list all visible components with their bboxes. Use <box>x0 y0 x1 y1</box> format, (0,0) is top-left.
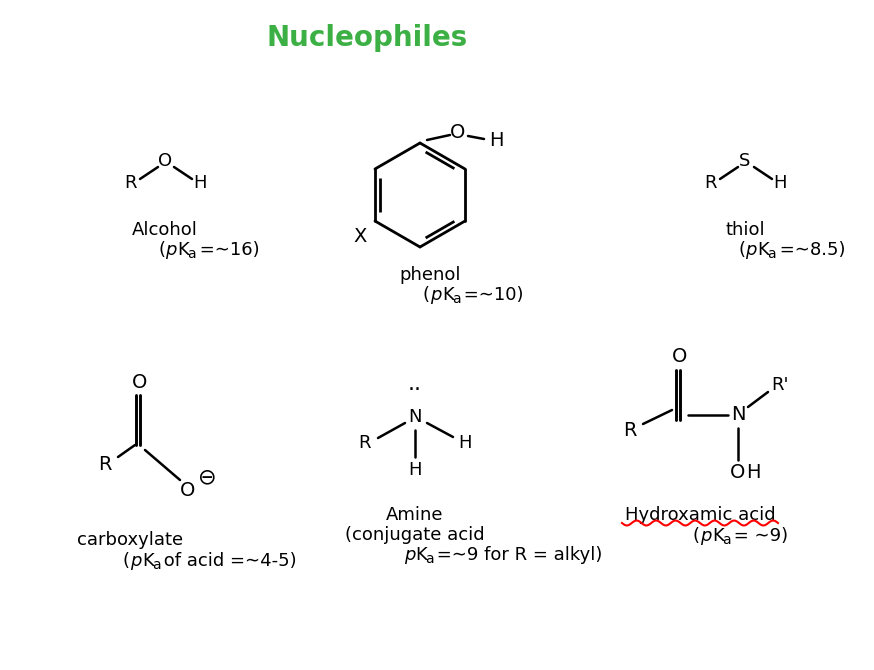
Text: =∼9 for R = alkyl): =∼9 for R = alkyl) <box>431 546 602 564</box>
Text: H: H <box>458 434 472 452</box>
Text: Hydroxamic acid: Hydroxamic acid <box>625 506 775 524</box>
Text: (: ( <box>123 552 130 570</box>
Text: (: ( <box>158 241 165 259</box>
Text: R: R <box>623 421 637 440</box>
Text: =∼8.5): =∼8.5) <box>774 241 845 259</box>
Text: p: p <box>745 241 756 259</box>
Text: K: K <box>757 241 769 259</box>
Text: (: ( <box>423 286 430 304</box>
Text: O: O <box>158 152 172 170</box>
Text: O: O <box>180 480 196 500</box>
Text: R': R' <box>771 376 788 394</box>
Text: a: a <box>452 292 461 306</box>
Text: p: p <box>700 527 711 545</box>
Text: K: K <box>142 552 154 570</box>
Text: H: H <box>489 131 503 151</box>
Text: N: N <box>408 408 422 426</box>
Text: of acid =∼4-5): of acid =∼4-5) <box>158 552 296 570</box>
Text: O: O <box>450 123 466 143</box>
Text: Amine: Amine <box>386 506 444 524</box>
Text: S: S <box>739 152 751 170</box>
Text: H: H <box>773 174 787 192</box>
Text: R: R <box>98 456 112 474</box>
Text: H: H <box>408 461 422 479</box>
Text: (: ( <box>738 241 745 259</box>
Text: (: ( <box>693 527 700 545</box>
Text: O: O <box>132 373 148 391</box>
Text: = ∼9): = ∼9) <box>728 527 788 545</box>
Text: carboxylate: carboxylate <box>77 531 183 549</box>
Text: O: O <box>731 464 746 482</box>
Text: p: p <box>130 552 142 570</box>
Text: K: K <box>712 527 724 545</box>
Text: R: R <box>124 174 136 192</box>
Text: K: K <box>415 546 427 564</box>
Text: N: N <box>731 405 746 425</box>
Text: O: O <box>672 348 688 366</box>
Text: =∼10): =∼10) <box>458 286 524 304</box>
Text: p: p <box>430 286 441 304</box>
Text: =∼16): =∼16) <box>194 241 260 259</box>
Text: a: a <box>722 533 731 547</box>
Text: R: R <box>704 174 717 192</box>
Text: (conjugate acid: (conjugate acid <box>345 526 485 544</box>
Text: H: H <box>193 174 207 192</box>
Text: R: R <box>358 434 371 452</box>
Text: H: H <box>746 464 760 482</box>
Text: p: p <box>404 546 415 564</box>
Text: thiol: thiol <box>725 221 765 239</box>
Text: a: a <box>152 558 161 572</box>
Text: p: p <box>165 241 177 259</box>
Text: ⊖: ⊖ <box>198 467 216 487</box>
Text: a: a <box>187 247 196 261</box>
Text: a: a <box>767 247 775 261</box>
Text: X: X <box>353 226 367 245</box>
Text: Nucleophiles: Nucleophiles <box>267 24 468 52</box>
Text: a: a <box>425 552 434 566</box>
Text: ··: ·· <box>408 380 422 400</box>
Text: phenol: phenol <box>399 266 461 284</box>
Text: K: K <box>442 286 454 304</box>
Text: Alcohol: Alcohol <box>132 221 198 239</box>
Text: K: K <box>177 241 189 259</box>
